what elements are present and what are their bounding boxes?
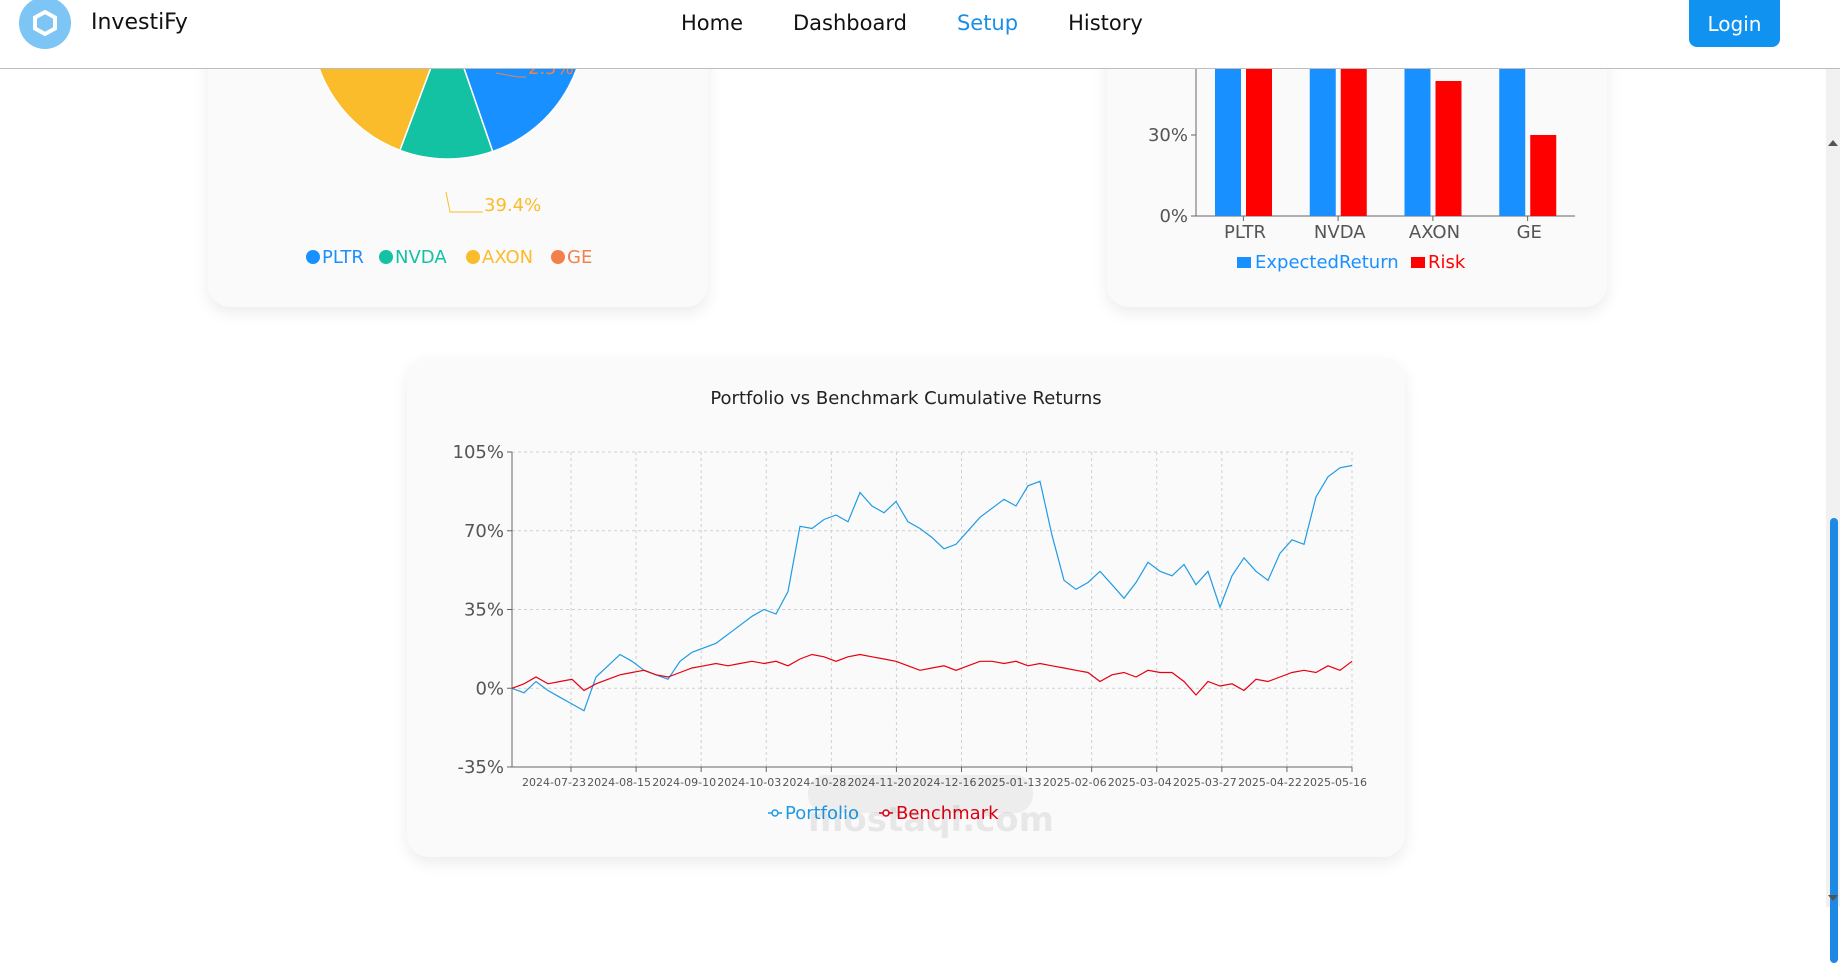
bar-x-label-nvda: NVDA: [1314, 222, 1366, 243]
x-tick-label: 2025-01-13: [978, 776, 1042, 789]
logo-hexagon-icon: [33, 10, 57, 36]
bar-y-tick-label: 30%: [1148, 125, 1188, 146]
pie-slice-axon: [318, 68, 432, 152]
cumulative-returns-card: Portfolio vs Benchmark Cumulative Return…: [407, 358, 1405, 857]
legend-label-nvda: NVDA: [395, 247, 447, 268]
x-tick-label: 2024-09-10: [652, 776, 716, 789]
watermark-arabic-logo: [808, 775, 1033, 813]
cumulative-returns-line-chart: Portfolio vs Benchmark Cumulative Return…: [453, 388, 1367, 824]
bar-risk-pltr: [1246, 68, 1272, 216]
brand-name[interactable]: InvestiFy: [91, 10, 188, 35]
scroll-up-arrow-icon[interactable]: [1828, 140, 1838, 146]
nav-home[interactable]: Home: [681, 11, 744, 35]
y-tick-label: 0%: [475, 678, 504, 699]
legend-dot-axon: [466, 250, 480, 264]
x-tick-label: 2024-10-28: [782, 776, 846, 789]
x-tick-label: 2024-10-03: [717, 776, 781, 789]
app-logo[interactable]: [19, 0, 71, 49]
y-tick-label: 35%: [464, 600, 504, 621]
return-risk-bar-chart: 0% 30% PLTR NVDA AXON GE ExpectedReturn Risk: [1148, 68, 1575, 273]
page-scrollbar[interactable]: [1826, 68, 1840, 963]
top-navbar: InvestiFy Home Dashboard Setup History L…: [0, 0, 1840, 69]
legend-swatch-expectedreturn: [1237, 257, 1251, 268]
nav-dashboard[interactable]: Dashboard: [793, 11, 907, 35]
nav-links: Home Dashboard Setup History: [681, 11, 1193, 35]
nav-history[interactable]: History: [1068, 11, 1143, 35]
scrollbar-thumb[interactable]: [1830, 518, 1838, 963]
nav-setup[interactable]: Setup: [956, 11, 1019, 35]
x-tick-label: 2024-08-15: [587, 776, 651, 789]
bar-y-tick-label: 0%: [1159, 206, 1188, 227]
x-tick-label: 2025-05-16: [1303, 776, 1367, 789]
x-tick-label: 2025-04-22: [1238, 776, 1302, 789]
bar-x-label-ge: GE: [1517, 222, 1542, 243]
bar-x-label-pltr: PLTR: [1224, 222, 1266, 243]
scroll-down-arrow-icon[interactable]: [1828, 895, 1838, 901]
bar-risk-ge: [1530, 135, 1557, 216]
legend-marker-benchmark: [882, 809, 890, 817]
legend-dot-ge: [551, 250, 565, 264]
series-line-portfolio: [511, 464, 1353, 712]
x-tick-label: 2024-07-23: [522, 776, 586, 789]
login-button[interactable]: Login: [1689, 0, 1780, 47]
legend-label-expectedreturn: ExpectedReturn: [1255, 252, 1399, 273]
legend-marker-portfolio: [771, 809, 779, 817]
watermark-text: mostaql.com: [808, 800, 1055, 840]
pie-label-line-axon: [445, 191, 483, 213]
y-tick-label: -35%: [457, 757, 504, 778]
pie-slices: [318, 68, 578, 160]
bar-expectedreturn-pltr: [1215, 68, 1241, 216]
pie-slice-nvda: [398, 68, 494, 160]
x-tick-label: 2024-12-16: [913, 776, 977, 789]
line-chart-title: Portfolio vs Benchmark Cumulative Return…: [710, 388, 1101, 409]
legend-label-pltr: PLTR: [322, 247, 364, 268]
x-tick-label: 2025-02-06: [1043, 776, 1107, 789]
legend-label-benchmark: Benchmark: [896, 803, 999, 824]
bar-expectedreturn-nvda: [1309, 68, 1336, 216]
legend-dot-nvda: [379, 250, 393, 264]
y-tick-label: 105%: [453, 442, 504, 463]
bar-risk-nvda: [1340, 68, 1367, 216]
legend-label-ge: GE: [567, 247, 592, 268]
pie-slice-pltr: [463, 68, 578, 153]
legend-label-portfolio: Portfolio: [785, 803, 859, 824]
bar-expectedreturn-ge: [1499, 68, 1526, 216]
bar-expectedreturn-axon: [1404, 68, 1431, 216]
x-tick-label: 2024-11-20: [847, 776, 911, 789]
legend-label-axon: AXON: [482, 247, 533, 268]
bar-x-label-axon: AXON: [1409, 222, 1460, 243]
bar-marks: [1215, 68, 1557, 216]
pie-label-axon: 39.4%: [484, 195, 541, 216]
bar-risk-axon: [1435, 81, 1462, 216]
legend-label-risk: Risk: [1428, 252, 1466, 273]
series-line-benchmark: [511, 653, 1353, 696]
pie-label-line-ge: [495, 72, 526, 78]
x-tick-label: 2025-03-04: [1108, 776, 1172, 789]
legend-dot-pltr: [306, 250, 320, 264]
x-tick-label: 2025-03-27: [1173, 776, 1237, 789]
y-tick-label: 70%: [464, 521, 504, 542]
legend-swatch-risk: [1411, 257, 1425, 268]
